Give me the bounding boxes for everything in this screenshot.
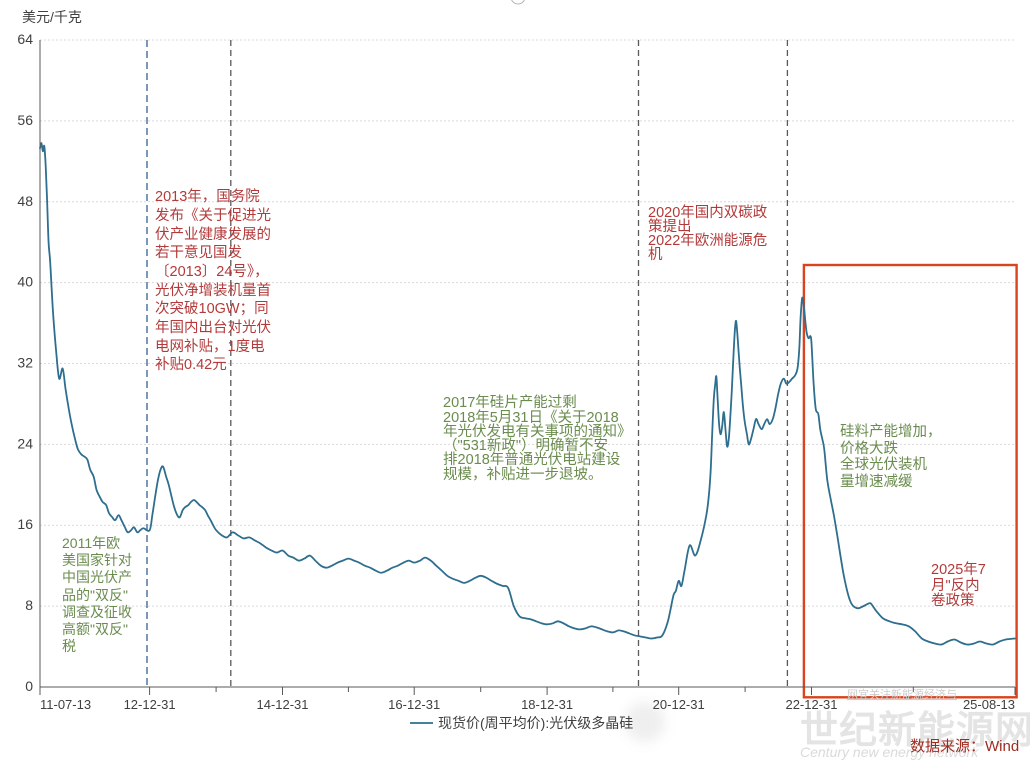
svg-text:22-12-31: 22-12-31 [785, 697, 837, 712]
svg-text:机: 机 [648, 246, 663, 263]
svg-text:伏产业健康发展的: 伏产业健康发展的 [155, 226, 271, 243]
svg-text:高额"双反": 高额"双反" [62, 621, 128, 637]
svg-text:光伏净增装机量首: 光伏净增装机量首 [155, 282, 271, 299]
svg-text:0: 0 [25, 678, 33, 694]
svg-text:量增速减缓: 量增速减缓 [840, 473, 913, 490]
svg-text:2011年欧: 2011年欧 [62, 535, 120, 551]
svg-text:〔2013〕24号》，: 〔2013〕24号》， [155, 263, 269, 280]
svg-text:现货价(周平均价):光伏级多晶硅: 现货价(周平均价):光伏级多晶硅 [438, 715, 633, 731]
svg-text:全球光伏装机: 全球光伏装机 [840, 455, 927, 473]
svg-text:美元/千克: 美元/千克 [22, 9, 82, 25]
svg-text:64: 64 [17, 31, 33, 47]
svg-text:16: 16 [17, 516, 33, 532]
svg-text:硅料产能增加，: 硅料产能增加， [840, 423, 942, 440]
svg-text:年国内出台对光伏: 年国内出台对光伏 [155, 319, 271, 336]
svg-text:2017年硅片产能过剩: 2017年硅片产能过剩 [443, 394, 577, 411]
svg-text:32: 32 [17, 355, 33, 371]
svg-text:2022年欧洲能源危: 2022年欧洲能源危 [648, 232, 767, 249]
svg-text:卷政策: 卷政策 [931, 592, 975, 609]
svg-text:14-12-31: 14-12-31 [256, 697, 308, 712]
svg-text:12-12-31: 12-12-31 [124, 697, 176, 712]
svg-text:8: 8 [25, 597, 33, 613]
svg-text:发布《关于促进光: 发布《关于促进光 [155, 207, 271, 224]
svg-text:18-12-31: 18-12-31 [521, 697, 573, 712]
svg-text:20-12-31: 20-12-31 [653, 697, 705, 712]
svg-text:2013年，国务院: 2013年，国务院 [155, 188, 260, 205]
svg-text:数据来源：Wind: 数据来源：Wind [910, 738, 1019, 755]
svg-text:月"反内: 月"反内 [931, 577, 980, 594]
svg-text:11-07-13: 11-07-13 [40, 697, 91, 712]
svg-text:网宜关注新能源经济与: 网宜关注新能源经济与 [847, 687, 957, 701]
svg-text:排2018年普通光伏电站建设: 排2018年普通光伏电站建设 [443, 451, 620, 468]
svg-text:价格大跌: 价格大跌 [840, 440, 898, 457]
svg-text:2025年7: 2025年7 [931, 561, 986, 578]
svg-text:美国家针对: 美国家针对 [62, 552, 132, 568]
svg-text:25-08-13: 25-08-13 [963, 697, 1015, 712]
svg-text:40: 40 [17, 274, 33, 290]
svg-text:56: 56 [17, 112, 33, 128]
svg-text:16-12-31: 16-12-31 [388, 697, 440, 712]
svg-text:品的"双反": 品的"双反" [62, 587, 128, 603]
svg-text:48: 48 [17, 193, 33, 209]
svg-text:补贴0.42元: 补贴0.42元 [155, 356, 227, 373]
svg-text:规模，补贴进一步退坡。: 规模，补贴进一步退坡。 [443, 466, 603, 483]
svg-text:电网补贴，1度电: 电网补贴，1度电 [155, 338, 265, 355]
svg-text:24: 24 [17, 435, 33, 451]
svg-text:税: 税 [62, 638, 76, 654]
svg-text:调查及征收: 调查及征收 [62, 604, 132, 620]
svg-text:次突破10GW；同: 次突破10GW；同 [155, 300, 269, 317]
svg-text:若干意见国发: 若干意见国发 [155, 243, 242, 261]
svg-text:中国光伏产: 中国光伏产 [62, 569, 132, 585]
